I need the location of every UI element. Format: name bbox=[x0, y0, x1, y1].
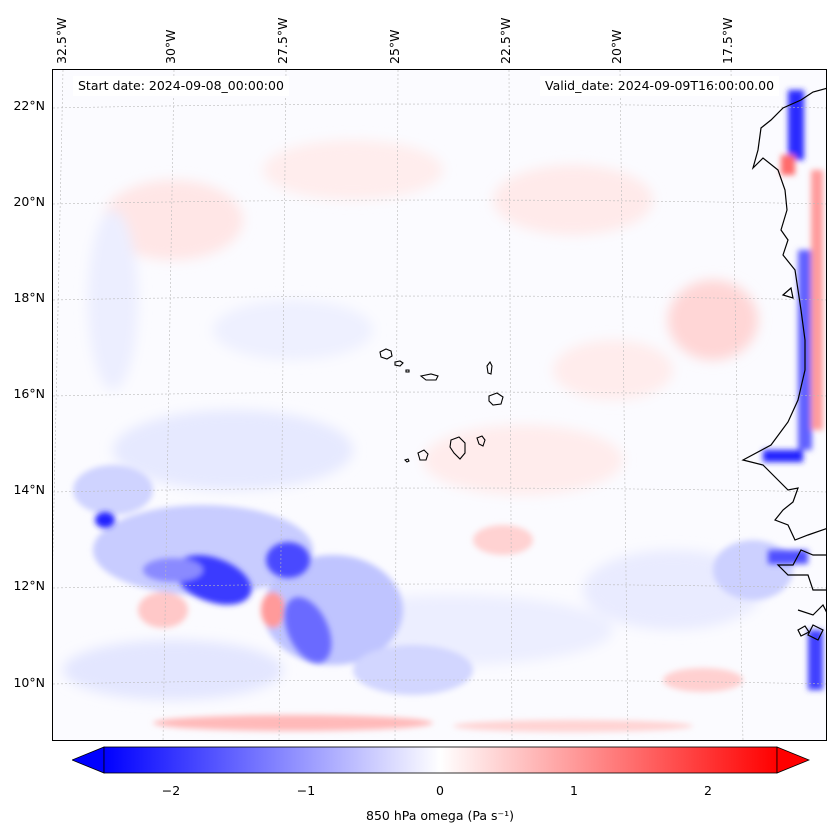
lat-label-20n: 20°N bbox=[13, 194, 45, 209]
lon-label-17.5w: 17.5°W bbox=[720, 17, 735, 64]
island-bijagos-2 bbox=[797, 625, 810, 637]
lon-label-32.5w: 32.5°W bbox=[54, 17, 69, 64]
colorbar-extend-min bbox=[72, 746, 105, 774]
island-boa-vista bbox=[488, 392, 504, 406]
omega-field-strong bbox=[95, 512, 332, 663]
omega-map bbox=[52, 69, 827, 741]
lon-label-20w: 20°W bbox=[609, 29, 624, 64]
island-bijagos-1 bbox=[807, 624, 824, 641]
colorbar-extend-max bbox=[776, 746, 810, 774]
lon-label-27.5w: 27.5°W bbox=[275, 17, 290, 64]
coastline-mauritania-senegal bbox=[741, 87, 826, 541]
omega-coastal-band bbox=[763, 90, 823, 690]
lat-label-22n: 22°N bbox=[13, 98, 45, 113]
colorbar-tick-1: 1 bbox=[570, 783, 578, 798]
island-santo-antao bbox=[379, 348, 393, 360]
cape-verde-islands bbox=[379, 348, 504, 463]
colorbar-tick-minus2: −2 bbox=[161, 783, 181, 798]
coastline-bissagos bbox=[797, 603, 826, 616]
valid-date-label: Valid_date: 2024-09-09T16:00:00.00 bbox=[540, 76, 780, 96]
lat-label-10n: 10°N bbox=[13, 675, 45, 690]
island-sao-nicolau bbox=[419, 373, 439, 381]
colorbar-tick-minus1: −1 bbox=[296, 783, 316, 798]
lat-label-14n: 14°N bbox=[13, 482, 45, 497]
lon-label-22.5w: 22.5°W bbox=[498, 17, 513, 64]
colorbar-label: 850 hPa omega (Pa s⁻¹) bbox=[366, 808, 514, 823]
lat-label-18n: 18°N bbox=[13, 290, 45, 305]
start-date-label: Start date: 2024-09-08_00:00:00 bbox=[73, 76, 289, 96]
island-maio bbox=[476, 435, 486, 447]
island-sao-vicente bbox=[394, 360, 404, 367]
colorbar bbox=[72, 746, 810, 774]
lat-label-12n: 12°N bbox=[13, 578, 45, 593]
colorbar-tick-0: 0 bbox=[436, 783, 444, 798]
island-santiago bbox=[449, 436, 466, 460]
colorbar-tick-2: 2 bbox=[704, 783, 712, 798]
lat-label-16n: 16°N bbox=[13, 386, 45, 401]
colorbar-gradient bbox=[103, 746, 778, 774]
island-fogo bbox=[417, 449, 429, 461]
island-arguin bbox=[781, 286, 794, 299]
island-santa-luzia bbox=[405, 369, 410, 373]
lon-label-25w: 25°W bbox=[387, 29, 402, 64]
island-brava bbox=[403, 458, 410, 463]
gridlines bbox=[53, 70, 826, 740]
lon-label-30w: 30°W bbox=[163, 29, 178, 64]
island-sal bbox=[486, 360, 493, 375]
coastline-gambia-guinea bbox=[776, 549, 826, 591]
african-coastline bbox=[741, 87, 826, 641]
map-canvas bbox=[53, 70, 826, 740]
